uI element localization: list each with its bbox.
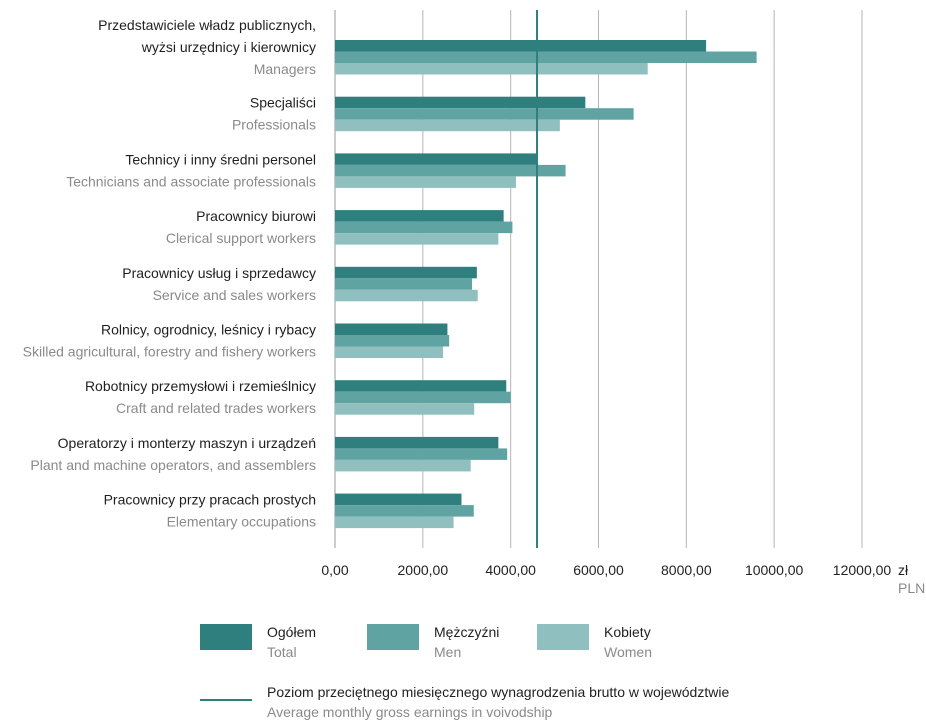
tick-label: 0,00: [321, 562, 348, 578]
legend-label: Ogółem: [267, 624, 316, 640]
category-label-en: Elementary occupations: [167, 514, 316, 530]
bar: [335, 63, 648, 75]
bar: [335, 108, 634, 120]
category-label: Pracownicy usług i sprzedawcy: [122, 265, 316, 281]
bar: [335, 233, 499, 245]
bar: [335, 119, 560, 132]
tick-label: 10000,00: [745, 562, 804, 578]
bar: [335, 323, 448, 335]
category-label: Robotnicy przemysłowi i rzemieślnicy: [85, 378, 316, 394]
category-label-en: Technicians and associate professionals: [66, 173, 316, 189]
category-label-en: Skilled agricultural, forestry and fishe…: [23, 344, 316, 360]
bar: [335, 346, 444, 358]
legend-swatch: [200, 624, 252, 650]
bar: [335, 403, 475, 415]
category-labels: Przedstawiciele władz publicznych, wyżsi …: [23, 17, 316, 530]
bar: [335, 380, 507, 392]
unit-label: zł: [898, 562, 909, 578]
category-label: Technicy i inny średni personel: [125, 151, 316, 167]
bar: [335, 176, 516, 188]
bar: [335, 459, 471, 472]
tick-label: 8000,00: [661, 562, 712, 578]
legend-reference-label: Poziom przeciętnego miesięcznego wynagro…: [267, 684, 729, 700]
legend: Ogółem Total Mężczyźni Men Kobiety Women Pozio…: [200, 624, 729, 720]
category-label: Rolnicy, ogrodnicy, leśnicy i rybacy: [101, 322, 316, 338]
bar: [335, 436, 499, 449]
tick-label: 6000,00: [573, 562, 624, 578]
legend-label: Kobiety: [604, 624, 651, 640]
bar: [335, 278, 473, 290]
category-label: Operatorzy i monterzy maszyn i urządzeń: [58, 435, 316, 451]
bar: [335, 153, 538, 165]
category-label: Specjaliści: [250, 95, 316, 111]
category-label-en: Professionals: [232, 117, 316, 133]
category-label-en: Managers: [254, 61, 316, 77]
tick-label: 4000,00: [485, 562, 536, 578]
legend-swatch: [367, 624, 419, 650]
legend-label-en: Women: [604, 644, 652, 660]
category-label-en: Service and sales workers: [153, 287, 316, 303]
category-label-en: Plant and machine operators, and assembl…: [30, 457, 316, 473]
category-label: Pracownicy przy pracach prostych: [104, 492, 316, 508]
category-label: wyżsi urzędnicy i kierownicy: [141, 39, 316, 55]
bar: [335, 505, 474, 517]
legend-reference-label-en: Average monthly gross earnings in voivod…: [267, 704, 553, 720]
bar: [335, 40, 707, 52]
bar: [335, 96, 586, 109]
x-axis-ticks: zł PLN 0,00 2000,00 4000,00 6000,00 8000,00 1…: [321, 562, 925, 596]
category-label: Pracownicy biurowi: [196, 208, 316, 224]
bars: [335, 40, 757, 529]
category-label-en: Clerical support workers: [166, 230, 316, 246]
bar: [335, 493, 462, 506]
bar: [335, 221, 513, 234]
category-label-en: Craft and related trades workers: [116, 400, 316, 416]
bar: [335, 51, 757, 63]
unit-label-en: PLN: [898, 580, 925, 596]
tick-label: 2000,00: [398, 562, 449, 578]
tick-label: 12000,00: [833, 562, 892, 578]
legend-label-en: Men: [434, 644, 461, 660]
bar: [335, 210, 504, 222]
bar: [335, 516, 454, 529]
legend-label: Mężczyźni: [434, 624, 499, 640]
bar: [335, 448, 508, 460]
category-label: Przedstawiciele władz publicznych,: [98, 17, 316, 33]
bar: [335, 289, 478, 302]
legend-label-en: Total: [267, 644, 297, 660]
bar: [335, 266, 477, 279]
bar: [335, 391, 511, 404]
legend-swatch: [537, 624, 589, 650]
bar: [335, 335, 450, 347]
bar: [335, 164, 566, 177]
